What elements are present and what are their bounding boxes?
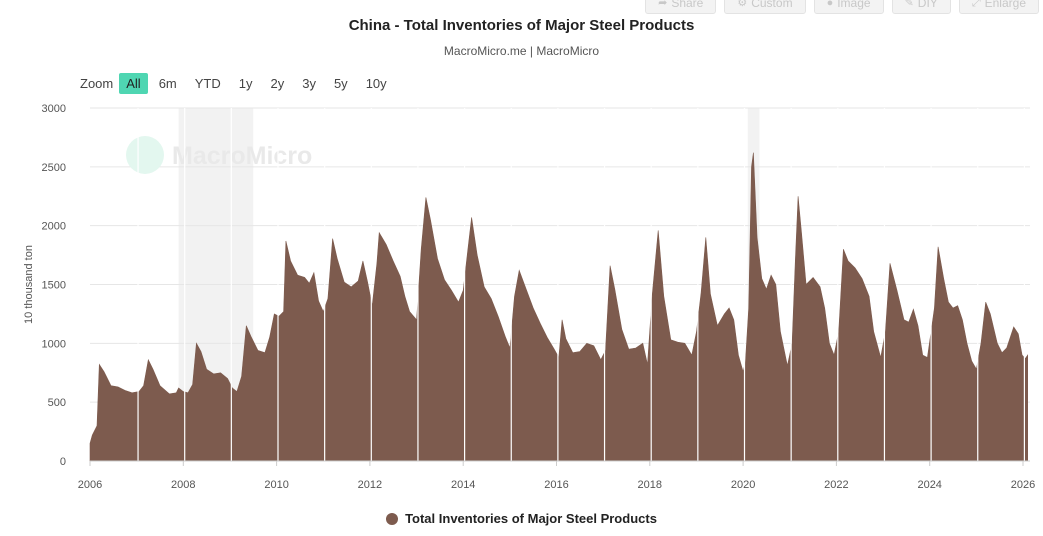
zoom-5y-button[interactable]: 5y — [333, 76, 348, 91]
watermark: MacroMicro — [126, 136, 312, 174]
zoom-10y-button[interactable]: 10y — [365, 76, 387, 91]
x-tick-label: 2014 — [451, 479, 475, 491]
toolbar: ➦ Share ⚙ Custom ● Image ✎ DIY ⤢ Enlarge — [645, 0, 1039, 14]
legend-series-marker — [386, 512, 399, 525]
share-icon: ➦ — [658, 0, 668, 9]
y-axis-label: 10 thousand ton — [23, 245, 35, 324]
zoom-1y-button[interactable]: 1y — [238, 76, 253, 91]
user-icon: ● — [826, 0, 834, 9]
share-button[interactable]: ➦ Share — [645, 0, 717, 14]
x-tick-label: 2024 — [917, 479, 941, 491]
y-tick-label: 500 — [48, 397, 66, 409]
series-gaps — [137, 108, 1026, 461]
x-tick-label: 2026 — [1011, 479, 1035, 491]
y-tick-label: 1000 — [42, 338, 66, 350]
x-tick-label: 2018 — [638, 479, 662, 491]
x-tick-label: 2008 — [171, 479, 195, 491]
custom-button[interactable]: ⚙ Custom — [724, 0, 806, 14]
pencil-icon: ✎ — [904, 0, 914, 9]
x-tick-label: 2022 — [824, 479, 848, 491]
legend-series-label: Total Inventories of Major Steel Product… — [405, 511, 657, 526]
zoom-bar: Zoom All 6m YTD 1y 2y 3y 5y 10y — [80, 73, 398, 94]
y-axis-ticks: 0 500 1000 1500 2000 2500 3000 — [42, 103, 66, 468]
y-tick-label: 2000 — [42, 221, 66, 233]
chart-title: China - Total Inventories of Major Steel… — [348, 17, 695, 34]
watermark-text: MacroMicro — [172, 142, 312, 170]
enlarge-button[interactable]: ⤢ Enlarge — [958, 0, 1039, 14]
legend[interactable]: Total Inventories of Major Steel Product… — [0, 511, 1043, 526]
x-tick-label: 2010 — [264, 479, 288, 491]
gear-icon: ⚙ — [737, 0, 748, 9]
diy-button[interactable]: ✎ DIY — [891, 0, 951, 14]
x-tick-label: 2016 — [544, 479, 568, 491]
x-tick-label: 2012 — [358, 479, 382, 491]
zoom-ytd-button[interactable]: YTD — [194, 76, 221, 91]
y-tick-label: 2500 — [42, 162, 66, 174]
zoom-label: Zoom — [80, 76, 114, 91]
y-tick-label: 3000 — [42, 103, 66, 115]
expand-icon: ⤢ — [971, 0, 981, 9]
watermark-logo-icon — [126, 136, 164, 174]
zoom-2y-button[interactable]: 2y — [270, 76, 285, 91]
image-button[interactable]: ● Image — [813, 0, 884, 14]
zoom-3y-button[interactable]: 3y — [302, 76, 316, 91]
chart-subtitle: MacroMicro.me | MacroMicro — [443, 44, 600, 58]
x-axis-ticks: 2006 2008 2010 2012 2014 2016 2018 2020 2022 2024… — [78, 460, 1035, 491]
x-tick-label: 2020 — [731, 479, 755, 491]
y-tick-label: 0 — [60, 456, 66, 468]
zoom-6m-button[interactable]: 6m — [158, 76, 177, 91]
zoom-all-button[interactable]: All — [119, 73, 148, 94]
x-tick-label: 2006 — [78, 479, 102, 491]
y-tick-label: 1500 — [42, 280, 66, 292]
